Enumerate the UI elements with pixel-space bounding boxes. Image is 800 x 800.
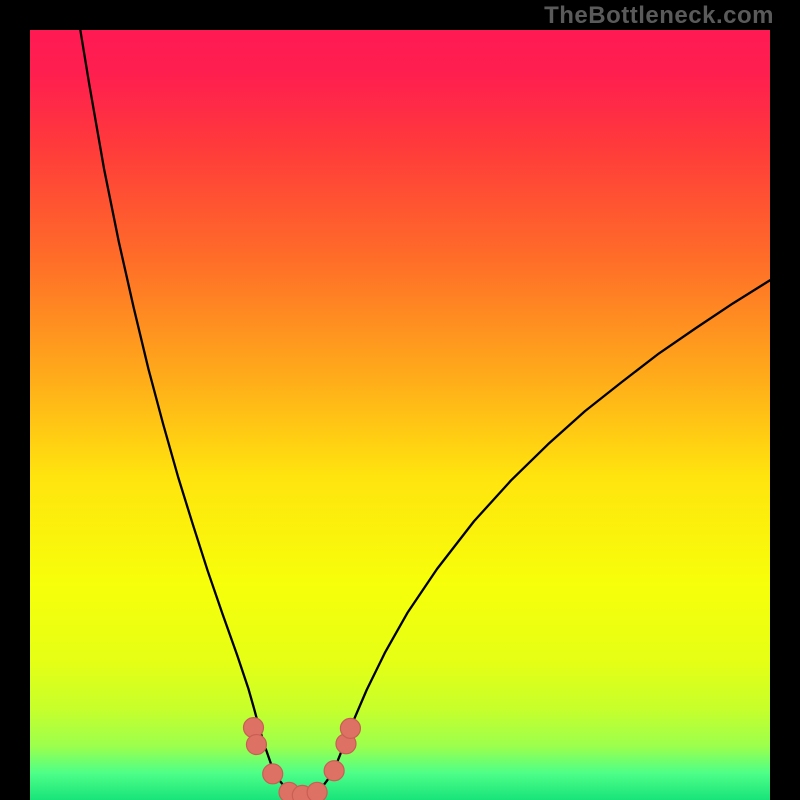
frame-right xyxy=(770,0,800,800)
bottleneck-curve-plot xyxy=(0,0,800,800)
frame-left xyxy=(0,0,30,800)
gradient-background xyxy=(30,30,770,800)
curve-marker xyxy=(263,764,283,784)
curve-marker xyxy=(324,761,344,781)
watermark-text: TheBottleneck.com xyxy=(544,2,774,30)
curve-marker xyxy=(307,782,327,800)
curve-marker xyxy=(246,735,266,755)
curve-marker xyxy=(340,718,360,738)
